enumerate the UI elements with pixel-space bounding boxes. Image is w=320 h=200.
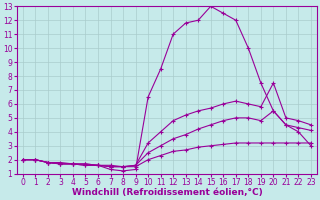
X-axis label: Windchill (Refroidissement éolien,°C): Windchill (Refroidissement éolien,°C): [72, 188, 262, 197]
